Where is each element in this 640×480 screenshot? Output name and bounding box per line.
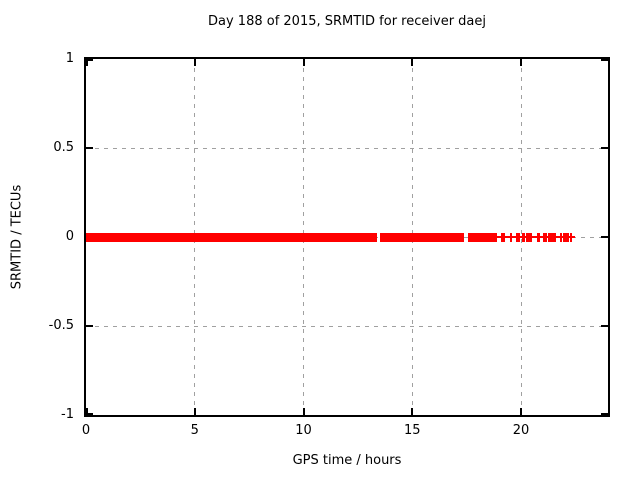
data-band	[379, 232, 465, 242]
y-tick-mark	[601, 147, 608, 149]
x-tick-mark	[193, 59, 196, 66]
data-point-plus	[500, 236, 508, 238]
x-tick-mark	[302, 408, 305, 415]
y-tick-mark	[601, 59, 608, 61]
y-tick-label: -0.5	[48, 318, 74, 333]
y-tick-mark	[601, 325, 608, 327]
x-tick-mark	[86, 59, 88, 66]
y-tick-mark	[86, 59, 93, 61]
data-point-plus	[507, 236, 515, 238]
x-tick-label: 0	[81, 423, 91, 438]
x-tick-mark	[193, 408, 196, 415]
data-point-plus	[551, 236, 559, 238]
plot-area	[84, 57, 610, 417]
data-point-plus	[492, 236, 500, 238]
y-tick-mark	[86, 325, 93, 327]
y-gridline	[86, 325, 608, 327]
data-point-plus	[567, 236, 575, 238]
x-tick-mark	[411, 59, 414, 66]
chart-title: Day 188 of 2015, SRMTID for receiver dae…	[208, 14, 486, 29]
x-tick-mark	[302, 59, 305, 66]
data-band	[86, 232, 378, 242]
y-tick-label: 0.5	[53, 140, 74, 155]
y-tick-mark	[601, 413, 608, 415]
data-point-plus	[535, 236, 543, 238]
data-band	[467, 232, 491, 242]
y-tick-label: -1	[61, 407, 74, 422]
x-tick-mark	[520, 408, 522, 415]
data-point-plus	[527, 236, 535, 238]
x-tick-label: 5	[190, 423, 199, 438]
y-tick-mark	[601, 236, 608, 238]
y-tick-mark	[86, 413, 93, 415]
x-tick-label: 10	[295, 423, 312, 438]
y-gridline	[86, 147, 608, 149]
y-tick-label: 1	[65, 51, 74, 66]
x-tick-label: 20	[512, 423, 530, 438]
x-tick-mark	[86, 408, 88, 415]
y-tick-mark	[86, 147, 93, 149]
x-tick-mark	[411, 408, 414, 415]
x-tick-mark	[520, 59, 522, 66]
data-point-plus	[515, 236, 523, 238]
y-tick-label: 0	[65, 229, 74, 244]
x-tick-label: 15	[403, 423, 421, 438]
x-axis-title: GPS time / hours	[292, 453, 402, 468]
